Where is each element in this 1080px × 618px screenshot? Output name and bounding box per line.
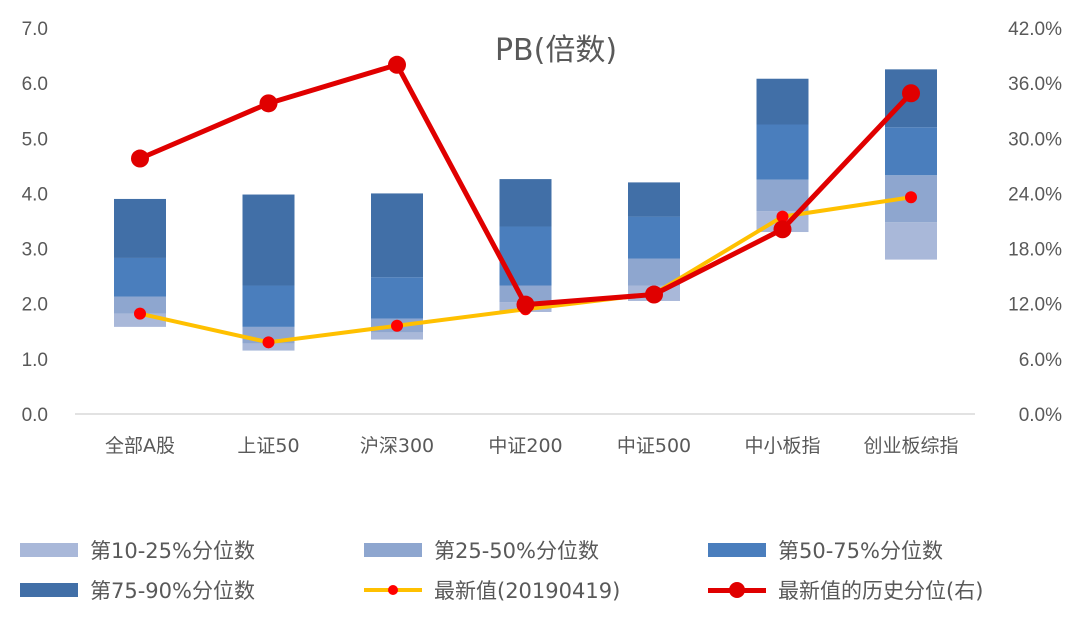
legend-item-latest-value: 最新值(20190419) (364, 572, 620, 608)
bar-segment-p25-p50 (756, 179, 809, 212)
percentile-rank-point (773, 220, 792, 239)
left-axis-ticks: 0.0 1.0 2.0 3.0 4.0 5.0 6.0 7.0 (22, 19, 48, 426)
bar-segment-p75-p90 (756, 78, 809, 125)
y-right-tick-label: 12.0% (1008, 295, 1062, 316)
x-category-label: 中证200 (488, 435, 562, 457)
legend-swatch-p75-90 (20, 583, 78, 597)
legend-label: 最新值的历史分位(右) (778, 579, 984, 603)
legend-line-latest-value (364, 580, 422, 600)
latest-value-point (134, 307, 146, 320)
legend-label: 第50-75%分位数 (778, 539, 943, 563)
bar-segment-p10-p25 (885, 222, 937, 260)
y-left-tick-label: 5.0 (22, 129, 48, 150)
x-category-label: 创业板综指 (863, 435, 958, 457)
bar-segment-p50-p75 (499, 226, 552, 286)
percentile-rank-point (259, 94, 278, 113)
legend-swatch-p10-25 (20, 543, 78, 557)
bar-segment-p25-p50 (114, 296, 166, 314)
y-left-tick-label: 2.0 (22, 295, 48, 316)
y-left-tick-label: 1.0 (22, 350, 48, 371)
bar-segment-p75-p90 (628, 182, 680, 217)
x-category-label: 中小板指 (744, 435, 820, 457)
chart-title: PB(倍数) (495, 33, 617, 68)
legend-line-percentile-rank (708, 580, 766, 600)
y-right-tick-label: 6.0% (1019, 350, 1062, 371)
legend-item-percentile-rank: 最新值的历史分位(右) (708, 572, 983, 608)
line-series (131, 55, 920, 349)
pb-chart: PB(倍数) 0.0 1.0 2.0 3.0 4.0 5.0 6.0 7.0 0.0% 6.0%… (22, 19, 1063, 457)
bar-segment-p75-p90 (371, 193, 423, 278)
latest-value-point (262, 336, 275, 349)
percentile-rank-point (516, 295, 535, 314)
legend-item-p75-90: 第75-90%分位数 (20, 572, 255, 608)
legend-label: 最新值(20190419) (434, 579, 621, 603)
legend-label: 第10-25%分位数 (90, 539, 255, 563)
legend-swatch-p50-75 (708, 543, 766, 557)
bar-segment-p75-p90 (242, 194, 295, 286)
bar-segment-p10-p25 (371, 332, 423, 340)
percentile-rank-point (645, 285, 663, 304)
legend-label: 第25-50%分位数 (434, 539, 599, 563)
y-right-tick-label: 30.0% (1008, 129, 1062, 150)
x-category-label: 全部A股 (105, 435, 175, 457)
legend: 第10-25%分位数 第25-50%分位数 第50-75%分位数 第75-90%… (20, 528, 1070, 612)
x-category-label: 沪深300 (360, 435, 434, 457)
category-labels: 全部A股 上证50 沪深300 中证200 中证500 中小板指 创业板综指 (105, 435, 959, 457)
bar-segment-p50-p75 (371, 277, 423, 319)
bar-segment-p50-p75 (114, 257, 166, 297)
legend-item-p50-75: 第50-75%分位数 (708, 532, 943, 568)
right-axis-ticks: 0.0% 6.0% 12.0% 18.0% 24.0% 30.0% 36.0% 42.0% (1008, 19, 1062, 426)
bar-segment-p75-p90 (114, 198, 166, 258)
bar-segment-p25-p50 (499, 285, 552, 303)
y-right-tick-label: 0.0% (1019, 405, 1062, 426)
percentile-rank-point (131, 149, 149, 168)
legend-label: 第75-90%分位数 (90, 579, 255, 603)
y-right-tick-label: 24.0% (1008, 184, 1062, 205)
bar-segment-p50-p75 (628, 216, 680, 259)
latest-value-point (391, 319, 403, 332)
bar-segment-p25-p50 (628, 258, 680, 286)
y-left-tick-label: 7.0 (22, 19, 48, 40)
legend-swatch-p25-50 (364, 543, 422, 557)
bar-segment-p50-p75 (885, 127, 937, 176)
x-category-label: 上证50 (237, 435, 299, 457)
y-left-tick-label: 6.0 (22, 74, 48, 95)
y-right-tick-label: 42.0% (1008, 19, 1062, 40)
x-category-label: 中证500 (617, 435, 691, 457)
percentile-rank-point (902, 84, 920, 103)
y-left-tick-label: 3.0 (22, 240, 48, 261)
y-right-tick-label: 36.0% (1008, 74, 1062, 95)
legend-item-p10-25: 第10-25%分位数 (20, 532, 255, 568)
y-left-tick-label: 4.0 (22, 184, 48, 205)
bar-segment-p75-p90 (499, 179, 552, 227)
y-left-tick-label: 0.0 (22, 405, 48, 426)
y-right-tick-label: 18.0% (1008, 240, 1062, 261)
percentile-rank-point (388, 55, 406, 74)
legend-item-p25-50: 第25-50%分位数 (364, 532, 599, 568)
latest-value-point (776, 210, 789, 223)
bar-segment-p50-p75 (242, 285, 295, 327)
latest-value-point (905, 191, 917, 204)
bar-segment-p50-p75 (756, 124, 809, 180)
